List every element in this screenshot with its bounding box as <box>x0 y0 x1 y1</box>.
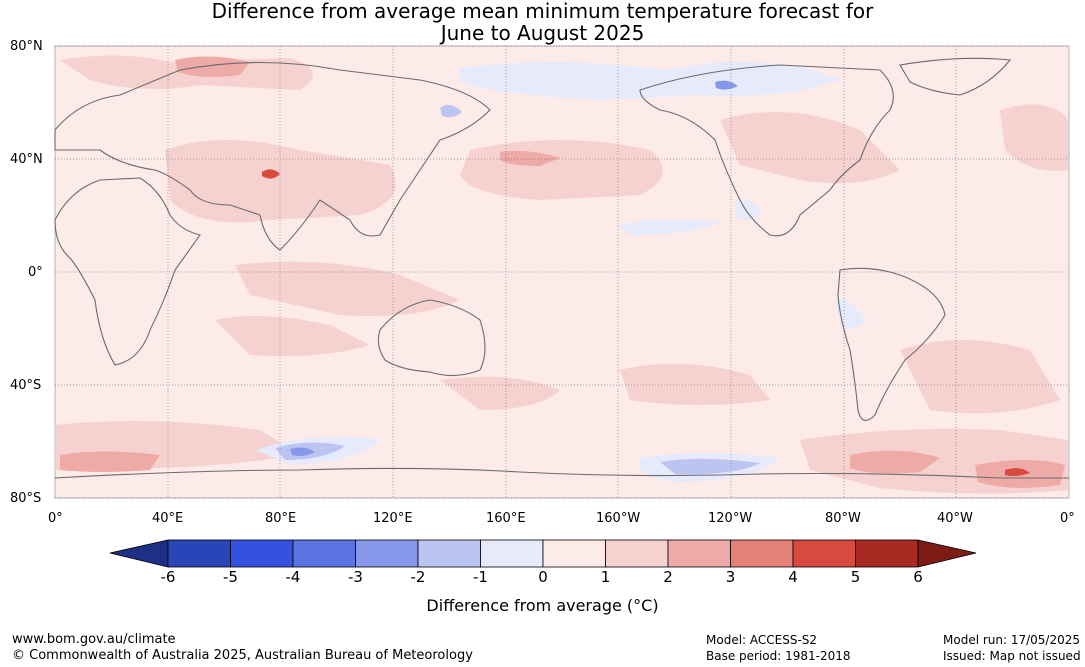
lon-label: 0° <box>48 511 63 526</box>
temperature-anomaly-map <box>54 45 1070 568</box>
colorbar-tick-label: -5 <box>223 568 238 586</box>
gridlines <box>55 45 1069 499</box>
anomaly-patch <box>460 61 840 100</box>
model-run-text: Model run: 17/05/2025 <box>943 633 1081 647</box>
anomaly-patch <box>60 451 160 472</box>
anomaly-patch <box>900 340 1060 414</box>
colorbar-tick-label: 5 <box>850 568 861 586</box>
lat-label-0: 0° <box>28 265 43 280</box>
anomaly-patch <box>262 169 280 179</box>
north-america-outline <box>639 64 894 237</box>
colorbar-tick-label: 2 <box>663 568 673 586</box>
colorbar-tick-label: 6 <box>913 568 923 586</box>
colorbar-tick-label: -6 <box>160 568 176 586</box>
colorbar-tick-label: -3 <box>348 568 363 586</box>
copyright-text: © Commonwealth of Australia 2025, Austra… <box>12 648 473 663</box>
europe-asia-outline <box>54 61 491 251</box>
colorbar-tick-label: 4 <box>788 568 798 586</box>
anomaly-patch <box>720 112 900 184</box>
colorbar-tick-label: 3 <box>725 568 736 586</box>
issued-text: Issued: Map not issued <box>943 649 1081 663</box>
colorbar <box>109 539 977 568</box>
lon-label: 160°W <box>596 511 641 526</box>
anomaly-patch <box>660 458 760 475</box>
anomaly-patch <box>215 316 370 357</box>
anomaly-patch <box>715 80 738 90</box>
colorbar-min-arrow <box>109 539 169 568</box>
lon-label: 40°E <box>152 511 184 526</box>
lon-label: 80°E <box>265 511 297 526</box>
anomaly-patch <box>618 219 720 235</box>
anomaly-patch <box>500 150 560 166</box>
website-text: www.bom.gov.au/climate <box>12 632 176 647</box>
colorbar-tick-label: -1 <box>473 568 488 586</box>
map-title-line2: June to August 2025 <box>440 21 645 45</box>
colorbar-swatch <box>792 539 856 568</box>
colorbar-swatch <box>230 539 294 568</box>
lat-label-40n: 40°N <box>10 152 43 167</box>
anomaly-patch <box>235 261 460 316</box>
lon-label: 120°E <box>373 511 413 526</box>
lat-label-40s: 40°S <box>10 378 42 393</box>
colorbar-swatch <box>730 539 794 568</box>
colorbar-swatch <box>292 539 356 568</box>
colorbar-swatch <box>542 539 606 568</box>
lon-label: 120°W <box>708 511 753 526</box>
anomaly-patch <box>1000 104 1068 171</box>
anomaly-patch <box>1005 468 1030 477</box>
lon-label: 40°W <box>937 511 973 526</box>
colorbar-swatch <box>855 539 919 568</box>
lat-label-80n: 80°N <box>10 39 43 54</box>
colorbar-swatch <box>355 539 419 568</box>
colorbar-label: Difference from average (°C) <box>426 596 659 615</box>
base-period-text: Base period: 1981-2018 <box>706 649 851 663</box>
anomaly-patch <box>735 199 760 220</box>
anomaly-patch <box>440 104 462 118</box>
colorbar-swatch <box>417 539 481 568</box>
map-title-line1: Difference from average mean minimum tem… <box>211 0 874 23</box>
colorbar-tick-label: 1 <box>600 568 611 586</box>
anomaly-patch <box>175 56 250 77</box>
colorbar-tick-label: 0 <box>538 568 548 586</box>
coastlines <box>54 57 1069 479</box>
colorbar-tick-label: -4 <box>285 568 301 586</box>
antarctica-outline <box>54 467 1069 479</box>
lon-label: 0° <box>1060 511 1075 526</box>
lon-label: 160°E <box>486 511 526 526</box>
colorbar-swatch <box>667 539 731 568</box>
africa-outline <box>54 177 201 366</box>
australia-outline <box>377 299 486 377</box>
greenland-outline <box>899 57 1012 96</box>
colorbar-swatch <box>605 539 669 568</box>
colorbar-tick-label: -2 <box>410 568 426 586</box>
colorbar-max-arrow <box>917 539 977 568</box>
model-text: Model: ACCESS-S2 <box>706 633 818 647</box>
colorbar-swatch <box>480 539 544 568</box>
lat-label-80s: 80°S <box>10 491 42 506</box>
south-america-outline <box>837 267 946 421</box>
anomaly-patches <box>55 55 1068 494</box>
anomaly-patch <box>165 140 396 223</box>
anomaly-patch <box>620 363 770 405</box>
anomaly-patch <box>290 447 315 456</box>
anomaly-patch <box>850 450 940 474</box>
colorbar-swatch <box>167 539 231 568</box>
lon-label: 80°W <box>825 511 861 526</box>
anomaly-patch <box>460 140 663 200</box>
